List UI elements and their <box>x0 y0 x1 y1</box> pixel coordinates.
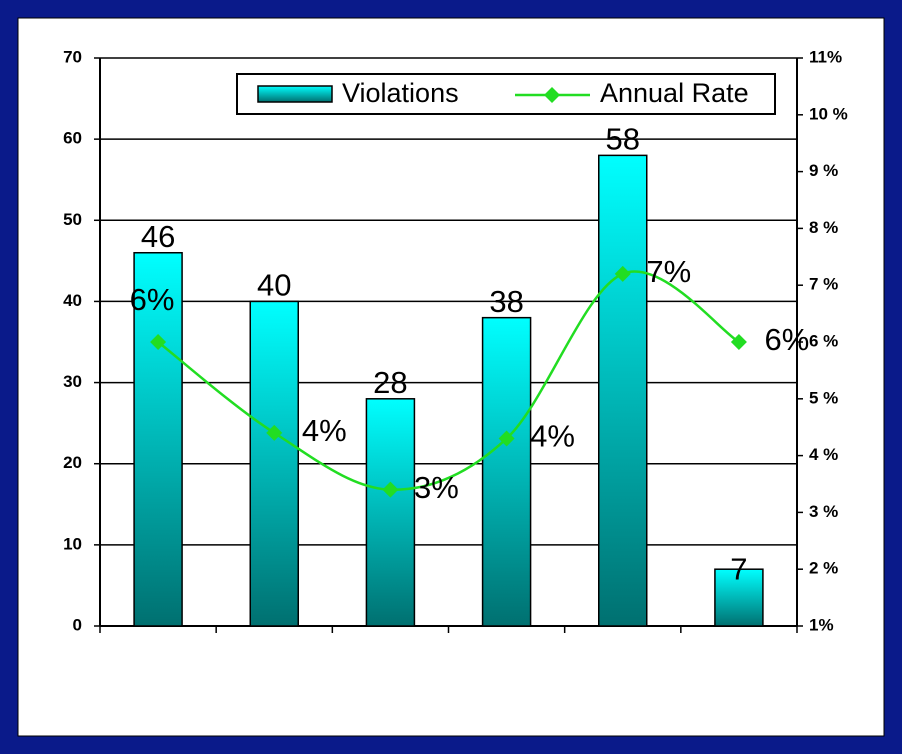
y-tick-label: 40 <box>63 291 82 310</box>
bar <box>365 398 416 627</box>
bar <box>598 154 648 627</box>
legend-label: Violations <box>342 78 459 108</box>
marker <box>382 481 399 498</box>
y2-tick-label: 11% <box>809 47 842 66</box>
bar <box>133 251 183 627</box>
marker <box>730 334 747 350</box>
y2-tick-label: 7 % <box>809 275 838 294</box>
legend-marker <box>544 87 560 103</box>
y-tick-label: 0 <box>73 615 82 634</box>
marker <box>150 334 167 350</box>
y2-tick-label: 8 % <box>809 218 838 237</box>
marker <box>266 424 283 441</box>
legend-label: Annual Rate <box>600 78 749 108</box>
y-tick-label: 70 <box>63 47 82 66</box>
bar-label: 58 <box>606 122 640 157</box>
bar-label: 7 <box>730 551 747 586</box>
bar-label: 28 <box>373 365 407 400</box>
bar-label: 38 <box>489 284 523 319</box>
y2-tick-label: 4 % <box>809 445 838 464</box>
y-tick-label: 20 <box>63 453 82 472</box>
marker <box>498 430 515 447</box>
bar-label: 46 <box>141 219 175 254</box>
y2-tick-label: 1% <box>809 615 834 634</box>
y-tick-label: 60 <box>63 129 82 148</box>
y2-tick-label: 6 % <box>809 331 838 350</box>
y2-tick-label: 2 % <box>809 559 838 578</box>
y2-tick-label: 9 % <box>809 161 838 180</box>
bar <box>714 568 764 627</box>
y2-tick-label: 5 % <box>809 388 838 407</box>
y2-tick-label: 10 % <box>809 104 848 123</box>
y2-tick-label: 3 % <box>809 502 838 521</box>
bar <box>481 316 532 627</box>
line-label: 4% <box>530 419 575 454</box>
line-label: 7% <box>646 254 691 289</box>
legend-swatch <box>257 85 333 103</box>
bar-label: 40 <box>257 268 291 303</box>
y-tick-label: 50 <box>63 210 82 229</box>
marker <box>614 265 631 282</box>
bar <box>249 300 299 627</box>
line-label: 3% <box>414 470 459 505</box>
line-label: 6% <box>765 322 810 357</box>
line-label: 6% <box>130 282 175 317</box>
y-tick-label: 10 <box>63 534 82 553</box>
y-tick-label: 30 <box>63 372 82 391</box>
line <box>157 270 740 491</box>
line-label: 4% <box>302 413 347 448</box>
